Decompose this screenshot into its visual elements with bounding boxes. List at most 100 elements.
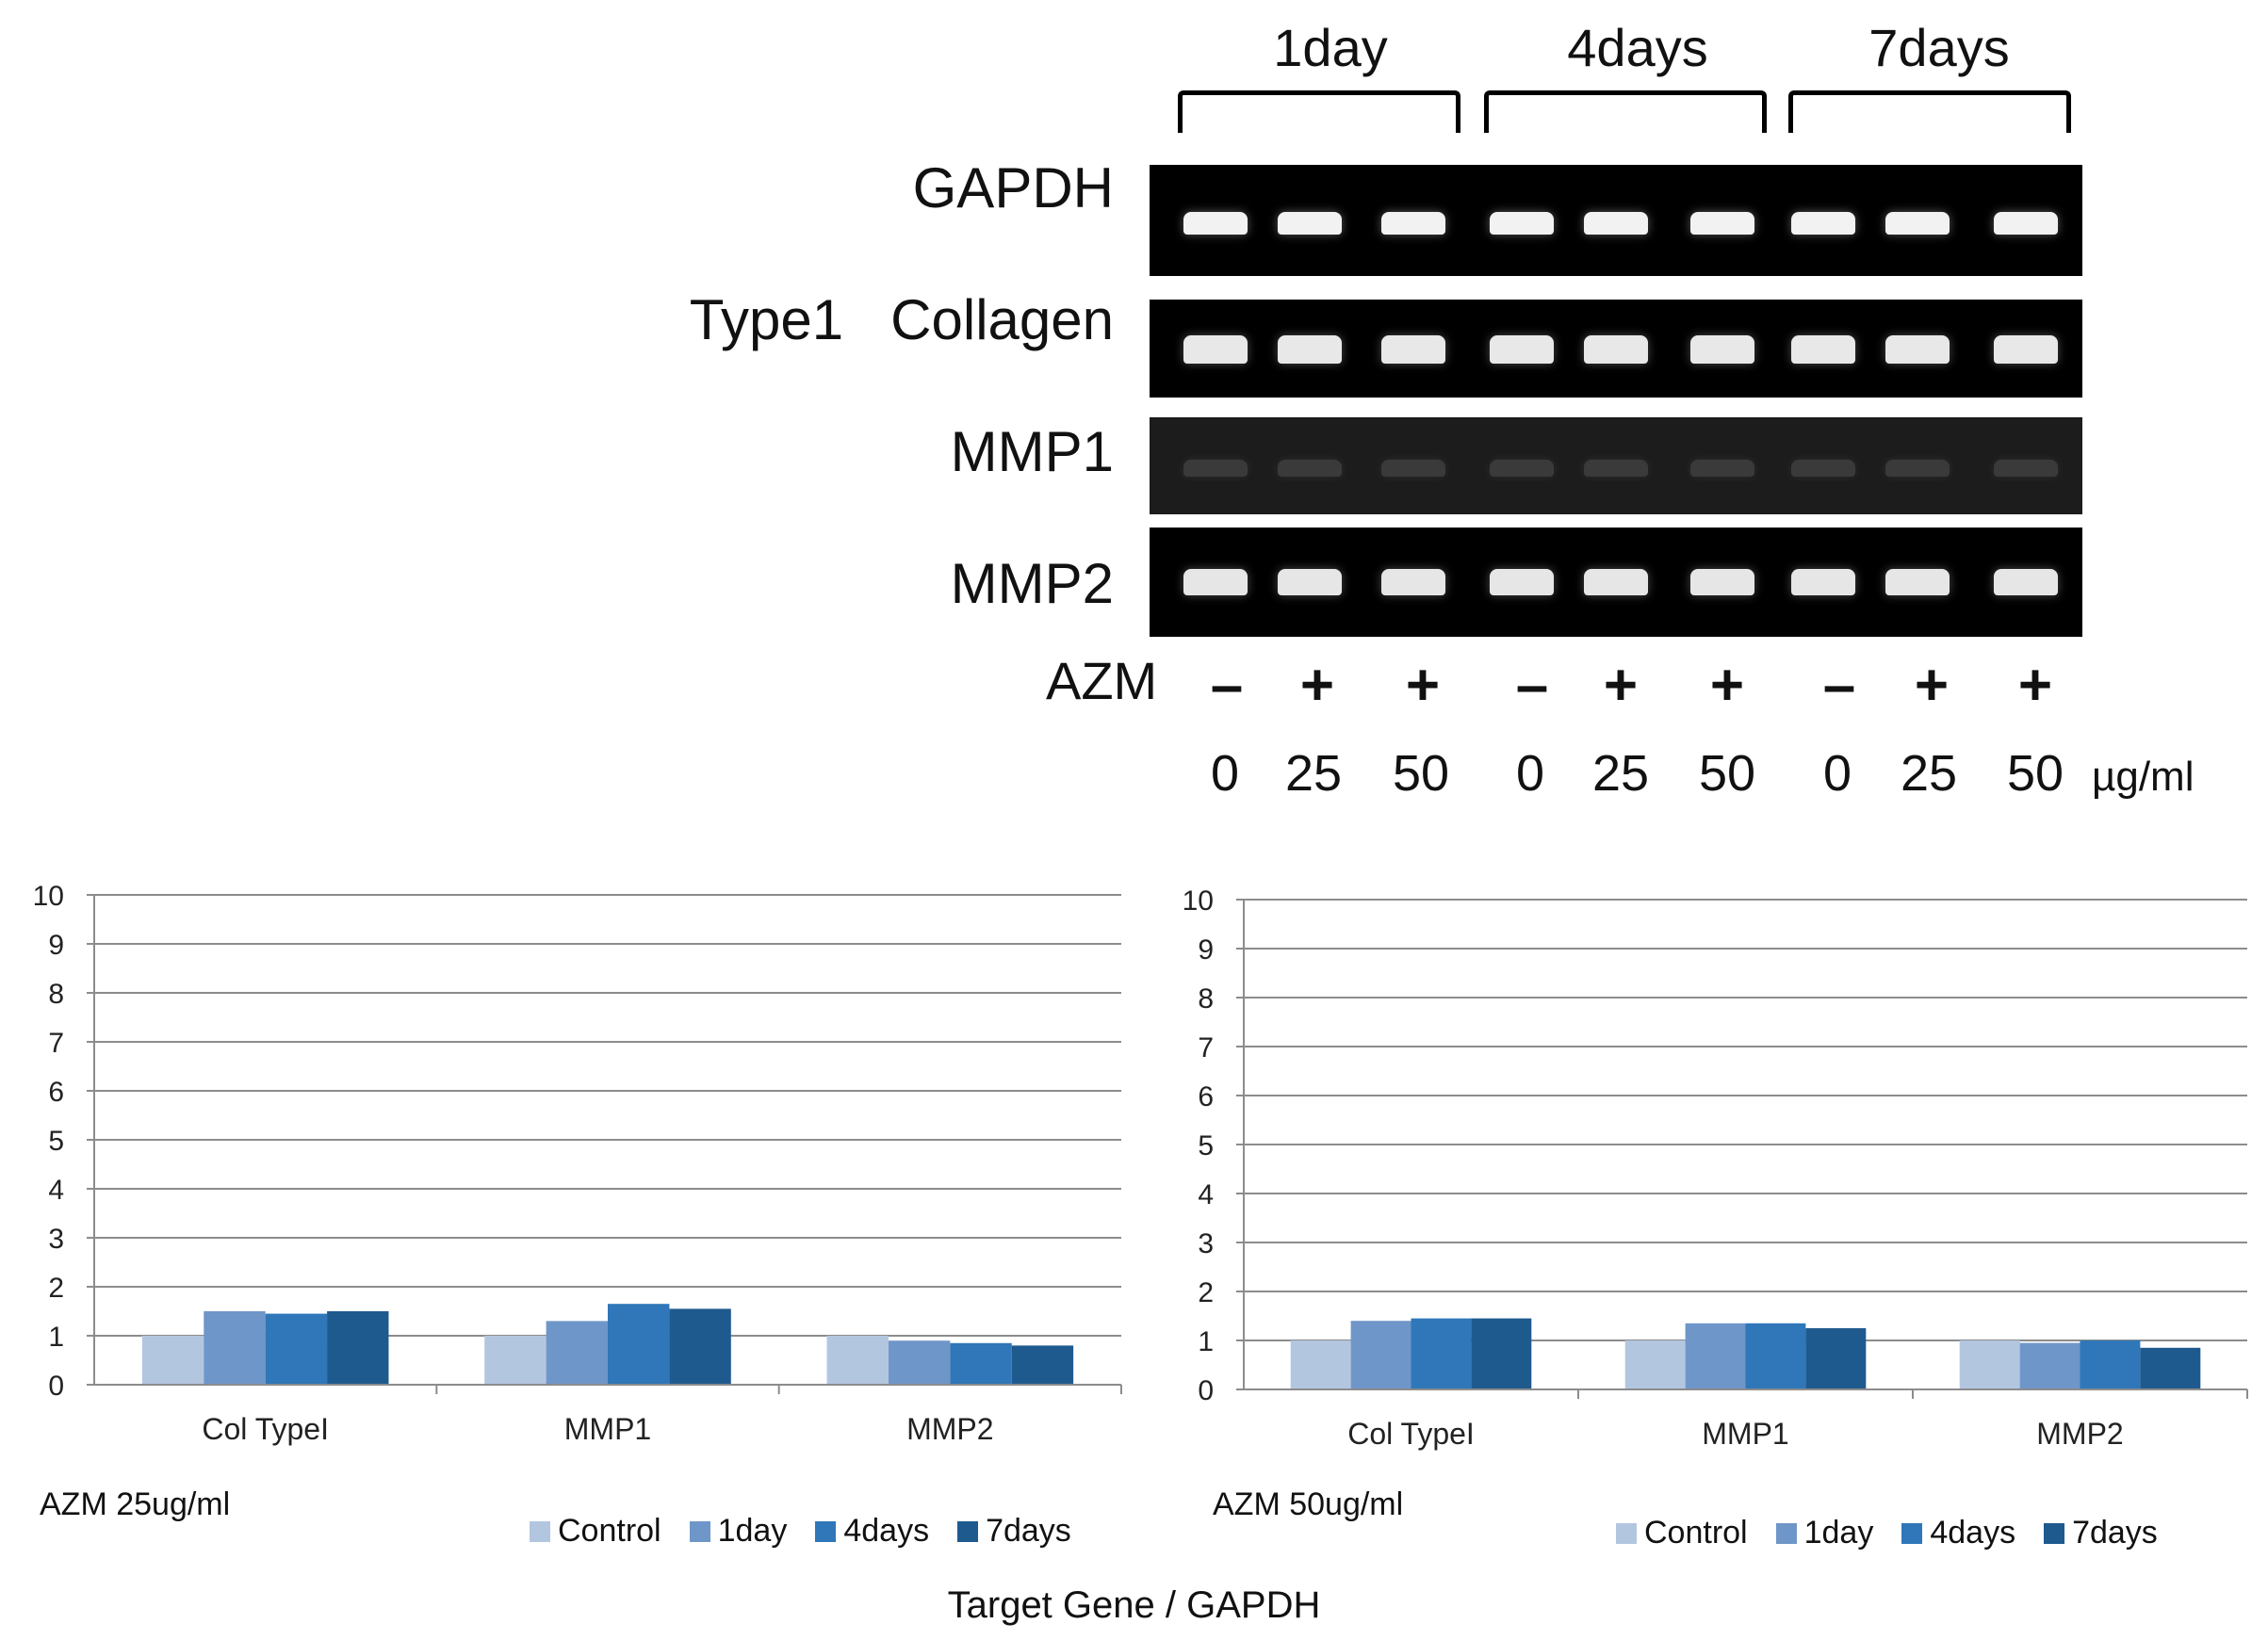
legend-left: Control 1day 4days 7days <box>530 1513 1071 1550</box>
gene-label-mmp2: MMP2 <box>950 552 1114 615</box>
dose-unit: µg/ml <box>2092 754 2195 800</box>
legend-swatch <box>530 1520 550 1542</box>
azm-sign: – <box>1515 653 1549 718</box>
gel-lane <box>1685 528 1760 637</box>
gel-band <box>1278 335 1342 364</box>
bar <box>2019 1342 2080 1389</box>
dose-value: 0 <box>1822 745 1852 802</box>
azm-sign: – <box>1822 653 1856 718</box>
y-tick-label: 0 <box>48 1371 64 1402</box>
gel-lane <box>1272 165 1347 276</box>
y-tick-label: 8 <box>1198 983 1214 1015</box>
bar <box>608 1304 670 1385</box>
gel-band <box>1885 335 1950 364</box>
gel-band <box>1490 460 1554 477</box>
bar <box>950 1342 1012 1385</box>
azm-sign: – <box>1210 653 1244 718</box>
bar <box>888 1340 951 1385</box>
gel-band <box>1994 212 2058 235</box>
bar <box>1624 1340 1686 1389</box>
bar <box>484 1336 547 1385</box>
bar <box>2080 1340 2141 1389</box>
gel-lane <box>1376 417 1451 514</box>
azm-label: AZM <box>1046 651 1158 710</box>
x-axis-title: Target Gene / GAPDH <box>947 1584 1321 1626</box>
bar <box>669 1308 731 1385</box>
gel-lane <box>1484 300 1559 398</box>
gel-band <box>1690 212 1754 235</box>
legend-item: Control <box>530 1513 661 1550</box>
bar <box>204 1311 266 1385</box>
legend-item: Control <box>1616 1515 1748 1551</box>
legend-swatch <box>957 1520 979 1542</box>
time-label-4days: 4days <box>1567 18 1708 77</box>
gel-band <box>1381 460 1445 477</box>
bar-chart-azm-50: 0 1 2 3 4 5 6 7 8 9 10 Col TypeI MMP1 MMP2 <box>1183 885 2248 1451</box>
bar <box>1471 1318 1532 1389</box>
azm-sign: + <box>1299 653 1335 718</box>
gel-band <box>1690 460 1754 477</box>
y-tick-label: 5 <box>48 1126 64 1157</box>
gel-strip-type1-collagen <box>1150 300 2082 398</box>
legend-label: 4days <box>843 1513 930 1549</box>
gel-lane <box>1880 528 1955 637</box>
gel-lane <box>1786 528 1861 637</box>
legend-item: 1day <box>1775 1515 1873 1551</box>
gene-label-mmp1: MMP1 <box>950 420 1114 483</box>
gel-lane <box>1685 165 1760 276</box>
legend-right: Control 1day 4days 7days <box>1616 1515 2158 1551</box>
y-tick-label: 4 <box>1198 1179 1214 1210</box>
legend-label: 7days <box>986 1513 1071 1549</box>
y-tick-label: 5 <box>1198 1130 1214 1161</box>
y-tick-label: 7 <box>1198 1032 1214 1064</box>
dose-value: 50 <box>1698 745 1756 802</box>
gel-lane <box>1786 165 1861 276</box>
gel-band <box>1885 212 1950 235</box>
y-tick-label: 2 <box>1198 1277 1214 1308</box>
legend-label: 1day <box>717 1513 788 1549</box>
gel-band <box>1791 569 1855 595</box>
y-tick-label: 3 <box>48 1224 64 1255</box>
gel-lane <box>1376 528 1451 637</box>
bar <box>1011 1345 1074 1385</box>
legend-label: 4days <box>1930 1515 2016 1551</box>
gel-band <box>1791 212 1855 235</box>
dose-value: 50 <box>2006 745 2064 802</box>
y-tick-label: 9 <box>48 930 64 961</box>
y-tick-label: 0 <box>1198 1375 1214 1406</box>
time-label-7days: 7days <box>1868 18 2010 77</box>
bracket-1day <box>1178 90 1460 133</box>
y-tick-label: 9 <box>1198 934 1214 966</box>
bar <box>1685 1323 1746 1389</box>
gel-lane <box>1880 417 1955 514</box>
chart-caption-left: AZM 25ug/ml <box>40 1486 231 1522</box>
legend-item: 4days <box>815 1513 929 1550</box>
y-tick-label: 8 <box>48 979 64 1010</box>
gel-lane <box>1178 528 1253 637</box>
gel-lane <box>1685 300 1760 398</box>
y-tick-label: 1 <box>1198 1326 1214 1357</box>
gel-lane <box>1376 165 1451 276</box>
gel-lane <box>1272 300 1347 398</box>
gel-lane <box>1578 300 1654 398</box>
gel-lane <box>1578 165 1654 276</box>
bar <box>1350 1321 1411 1389</box>
gel-lane <box>1988 300 2064 398</box>
legend-swatch <box>1775 1522 1797 1544</box>
gel-panel: 1day 4days 7days GAPDH Type1 Collagen MM… <box>690 18 2195 802</box>
gel-band <box>1690 335 1754 364</box>
dose-value: 0 <box>1210 745 1240 802</box>
gel-band <box>1278 460 1342 477</box>
x-tick-label: MMP2 <box>906 1412 993 1446</box>
gel-lane <box>1178 300 1253 398</box>
gel-band <box>1791 335 1855 364</box>
bar <box>1959 1340 2020 1389</box>
gel-lane <box>1786 417 1861 514</box>
gel-band <box>1278 569 1342 595</box>
time-label-1day: 1day <box>1273 18 1388 77</box>
gel-band <box>1584 335 1648 364</box>
gel-band <box>1584 569 1648 595</box>
gel-band <box>1584 212 1648 235</box>
bar <box>1805 1328 1867 1389</box>
gel-lane <box>1988 417 2064 514</box>
